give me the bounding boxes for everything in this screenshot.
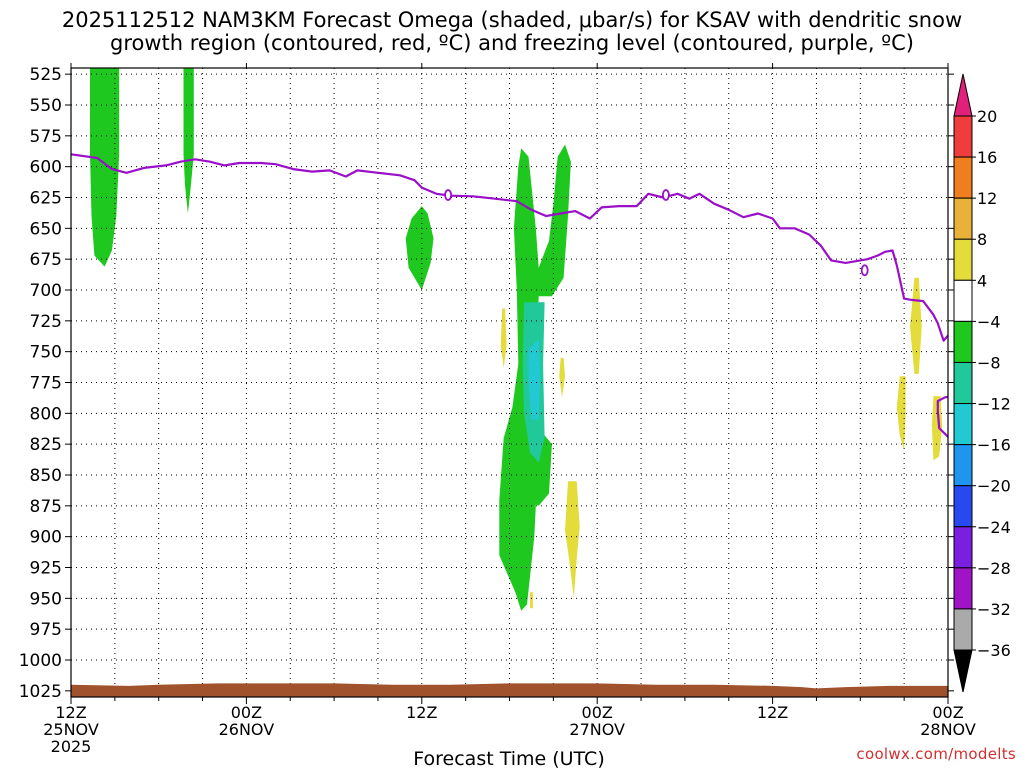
x-tick-label-0-1: 25NOV [43, 720, 99, 739]
colorbar-label-8: −16 [977, 436, 1011, 455]
colorbar-label-9: −20 [977, 477, 1011, 496]
freezing-level-label-1 [661, 189, 670, 201]
omega-region-6 [528, 339, 541, 420]
colorbar-bottom-arrow [953, 649, 973, 693]
colorbar-band-5 [953, 279, 973, 322]
colorbar-label-6: −8 [977, 353, 1001, 372]
source-credit: coolwx.com/modelts [856, 745, 1016, 763]
y-tick-label-975: 975 [30, 620, 62, 640]
y-tick-label-750: 750 [30, 343, 62, 363]
freezing-level-line-2 [936, 395, 948, 438]
colorbar-band-7 [953, 361, 973, 405]
y-tick-label-850: 850 [30, 466, 62, 486]
colorbar-label-5: −4 [977, 312, 1001, 331]
y-tick-label-650: 650 [30, 219, 62, 239]
omega-region-1 [183, 68, 194, 214]
colorbar-label-1: 16 [977, 148, 997, 167]
colorbar-label-4: 4 [977, 271, 987, 290]
omega-region-2 [405, 206, 434, 290]
chart-title-line-1: 2025112512 NAM3KM Forecast Omega (shaded… [61, 8, 963, 32]
omega-region-7 [500, 308, 507, 368]
x-tick-label-60-1: 28NOV [920, 720, 976, 739]
y-tick-label-600: 600 [30, 158, 62, 178]
colorbar-band-10 [953, 485, 973, 528]
y-tick-label-625: 625 [30, 189, 62, 209]
x-tick-label-60-0: 00Z [932, 703, 963, 722]
y-tick-label-925: 925 [30, 559, 62, 579]
colorbar-band-3 [953, 197, 973, 240]
colorbar-band-2 [953, 156, 973, 199]
x-tick-label-48-0: 12Z [757, 703, 788, 722]
colorbar-band-4 [953, 238, 973, 281]
y-tick-label-825: 825 [30, 435, 62, 455]
chart-title-line-2: growth region (contoured, red, ºC) and f… [110, 31, 914, 55]
y-tick-label-575: 575 [30, 127, 62, 147]
y-tick-label-525: 525 [30, 65, 62, 85]
colorbar-band-9 [953, 444, 973, 487]
colorbar-label-2: 12 [977, 189, 997, 208]
colorbar-top-arrow [953, 73, 973, 117]
y-tick-label-1000: 1000 [19, 651, 62, 671]
x-tick-label-12-1: 26NOV [219, 720, 275, 739]
colorbar-label-0: 20 [977, 107, 997, 126]
colorbar-label-13: −36 [977, 641, 1011, 660]
colorbar-label-7: −12 [977, 395, 1011, 414]
y-tick-label-1025: 1025 [19, 682, 62, 702]
colorbar-band-6 [953, 320, 973, 363]
colorbar-band-11 [953, 526, 973, 569]
colorbar-band-13 [953, 608, 973, 651]
colorbar-band-1 [953, 115, 973, 158]
freezing-level-label-0 [444, 189, 453, 201]
omega-region-13 [931, 396, 943, 461]
colorbar-label-12: −32 [977, 600, 1011, 619]
x-tick-label-0-2: 2025 [51, 737, 92, 756]
x-tick-label-24-0: 12Z [406, 703, 437, 722]
x-tick-label-36-0: 00Z [582, 703, 613, 722]
y-tick-label-875: 875 [30, 497, 62, 517]
freezing-level-label-2 [860, 264, 869, 277]
freezing-level-line [71, 153, 948, 342]
y-tick-label-725: 725 [30, 312, 62, 332]
y-tick-label-675: 675 [30, 250, 62, 270]
y-tick-label-775: 775 [30, 374, 62, 394]
colorbar-label-3: 8 [977, 230, 987, 249]
omega-region-0 [90, 68, 120, 267]
omega-region-9 [565, 481, 580, 599]
x-axis-title: Forecast Time (UTC) [413, 748, 604, 768]
y-tick-label-950: 950 [30, 589, 62, 609]
colorbar-band-12 [953, 567, 973, 610]
omega-region-4 [521, 431, 552, 506]
y-tick-label-700: 700 [30, 281, 62, 301]
y-tick-label-800: 800 [30, 404, 62, 424]
colorbar-label-11: −28 [977, 559, 1011, 578]
terrain-surface [71, 683, 948, 697]
y-tick-label-550: 550 [30, 96, 62, 116]
colorbar-label-10: −24 [977, 518, 1011, 537]
x-tick-label-0-0: 12Z [55, 703, 86, 722]
colorbar-band-8 [953, 403, 973, 446]
x-tick-label-36-1: 27NOV [569, 720, 625, 739]
y-tick-label-900: 900 [30, 528, 62, 548]
plot-area [71, 68, 948, 697]
x-tick-label-12-0: 00Z [231, 703, 262, 722]
omega-region-8 [559, 357, 565, 398]
omega-region-10 [530, 592, 533, 609]
